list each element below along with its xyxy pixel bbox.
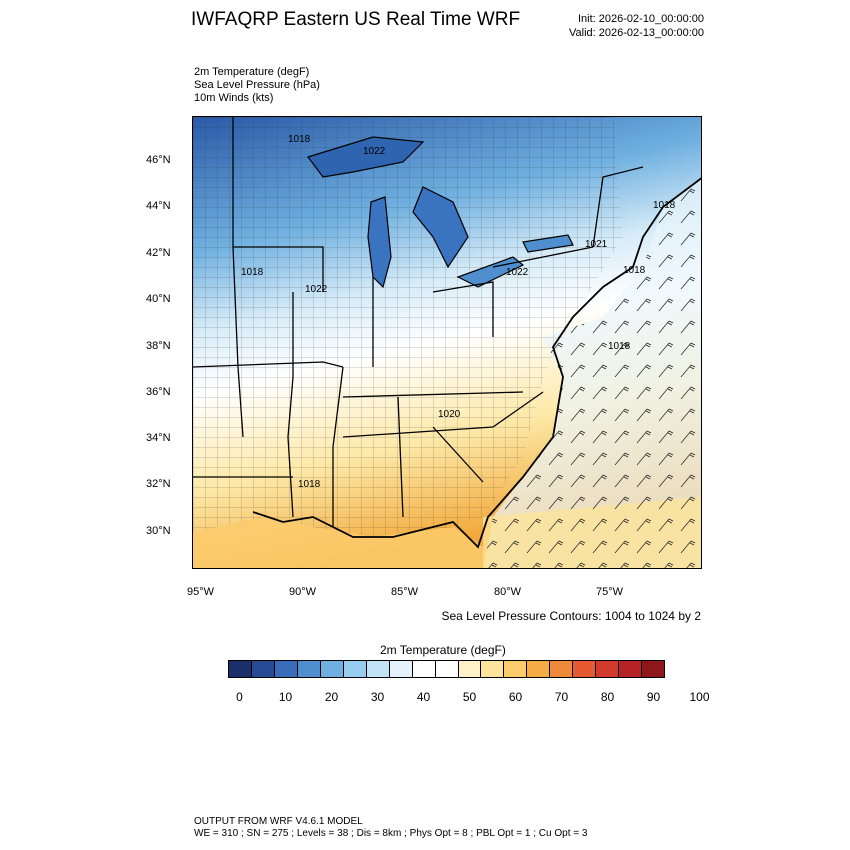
pressure-label: 1022 [506,267,529,278]
weather-map: 1018 1022 1018 1022 1021 1022 1018 1018 … [192,116,702,569]
colorbar-label: 20 [324,690,339,704]
variable-temperature: 2m Temperature (degF) [194,66,310,78]
colorbar-swatch [343,661,367,677]
colorbar-swatch [297,661,321,677]
colorbar-label: 100 [689,690,710,704]
colorbar-label: 30 [370,690,385,704]
init-time: Init: 2026-02-10_00:00:00 [578,13,704,25]
lat-tick: 36°N [146,386,171,398]
contour-note: Sea Level Pressure Contours: 1004 to 102… [441,609,702,623]
lon-tick: 85°W [391,586,419,598]
colorbar-swatch [619,661,643,677]
pressure-label: 1018 [288,134,311,145]
lon-tick: 80°W [494,586,522,598]
lake-michigan [367,196,392,289]
colorbar-swatch [550,661,574,677]
colorbar-swatch [573,661,597,677]
lon-tick: 90°W [289,586,317,598]
pressure-labels: 1018 1022 1018 1022 1021 1022 1018 1018 … [241,134,676,490]
colorbar-swatch [366,661,390,677]
colorbar-swatch [389,661,413,677]
colorbar-swatch [412,661,436,677]
colorbar-label: 50 [462,690,477,704]
lon-tick: 95°W [187,586,215,598]
colorbar-swatch [458,661,482,677]
lat-tick: 42°N [146,247,171,259]
lat-tick: 30°N [146,525,171,537]
pressure-label: 1018 [608,341,631,352]
colorbar-swatch [274,661,298,677]
colorbar-swatch [251,661,275,677]
lake-huron [412,186,469,269]
lat-tick: 32°N [146,478,171,490]
lake-superior [307,136,425,178]
pressure-label: 1022 [363,146,386,157]
coastline [252,177,701,549]
pressure-label: 1018 [623,265,646,276]
colorbar-swatch [320,661,344,677]
county-lines [193,117,623,537]
colorbar-swatch [642,661,665,677]
lat-tick: 34°N [146,432,171,444]
footer-config: WE = 310 ; SN = 275 ; Levels = 38 ; Dis … [194,828,588,839]
colorbar-label: 70 [554,690,569,704]
lat-tick: 46°N [146,154,171,166]
state-borders [193,117,644,527]
pressure-label: 1018 [241,267,264,278]
colorbar-swatch [527,661,551,677]
lake-ontario [522,234,574,253]
colorbar-swatch [596,661,620,677]
lat-tick: 44°N [146,200,171,212]
gulf-of-mexico [193,517,483,568]
lon-tick: 75°W [596,586,624,598]
colorbar-label: 40 [416,690,431,704]
variable-winds: 10m Winds (kts) [194,92,274,104]
lat-tick: 40°N [146,293,171,305]
lat-tick: 38°N [146,340,171,352]
chart-title: IWFAQRP Eastern US Real Time WRF [191,9,521,30]
colorbar-title: 2m Temperature (degF) [380,643,506,657]
map-canvas: 1018 1022 1018 1022 1021 1022 1018 1018 … [193,117,701,568]
valid-time: Valid: 2026-02-13_00:00:00 [569,27,704,39]
colorbar-label: 60 [508,690,523,704]
pressure-label: 1020 [438,409,461,420]
colorbar-swatch [481,661,505,677]
colorbar-label: 10 [278,690,293,704]
colorbar [228,660,665,678]
pressure-label: 1018 [298,479,321,490]
colorbar-label: 0 [236,690,243,704]
footer-model: OUTPUT FROM WRF V4.6.1 MODEL [194,816,363,827]
wind-barbs [483,178,701,568]
pressure-label: 1022 [305,284,328,295]
colorbar-swatch [504,661,528,677]
colorbar-label: 90 [646,690,661,704]
colorbar-label: 80 [600,690,615,704]
colorbar-swatch [435,661,459,677]
variable-pressure: Sea Level Pressure (hPa) [194,79,320,91]
colorbar-swatch [229,661,252,677]
pressure-label: 1021 [585,239,608,250]
pressure-label: 1018 [653,200,676,211]
